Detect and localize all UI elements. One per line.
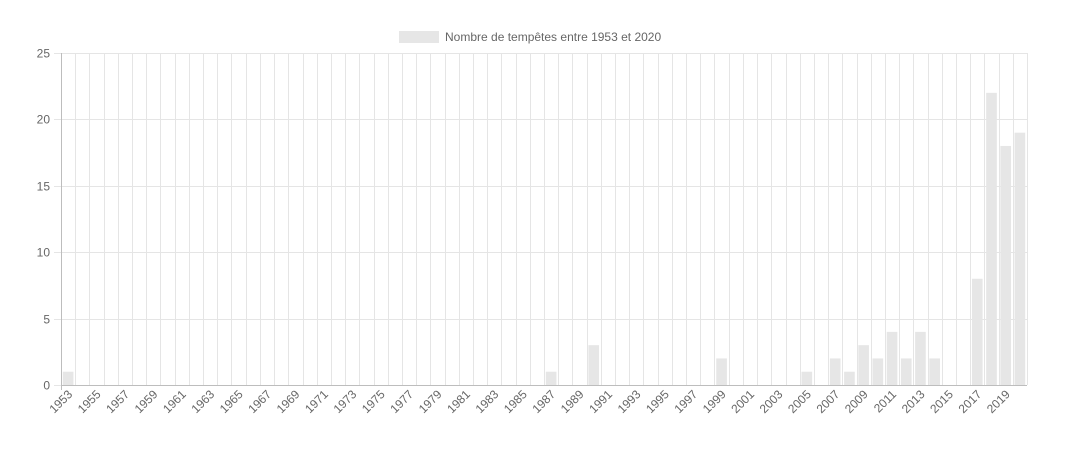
- grid: [61, 53, 1028, 386]
- bar-2017[interactable]: [971, 278, 983, 385]
- x-tick-label: 1955: [75, 387, 104, 416]
- legend[interactable]: Nombre de tempêtes entre 1953 et 2020: [399, 30, 661, 44]
- x-tick-label: 1979: [416, 387, 445, 416]
- x-tick-label: 1999: [700, 387, 729, 416]
- bar-1999[interactable]: [716, 358, 727, 385]
- legend-swatch: [399, 31, 439, 43]
- x-tick-label: 1973: [331, 387, 360, 416]
- bar-1987[interactable]: [545, 371, 557, 385]
- bar-2020[interactable]: [1014, 132, 1026, 385]
- x-tick-label: 2015: [927, 387, 956, 416]
- x-tick-label: 1983: [473, 387, 502, 416]
- x-tick-label: 1971: [302, 387, 331, 416]
- x-tick-label: 1995: [643, 387, 672, 416]
- x-tick-label: 1993: [615, 387, 644, 416]
- x-tick-label: 2003: [757, 387, 786, 416]
- bar-2014[interactable]: [929, 358, 940, 385]
- y-tick-label: 25: [37, 47, 51, 61]
- x-tick-label: 1997: [672, 387, 701, 416]
- x-tick-label: 1953: [46, 387, 75, 416]
- bar-2008[interactable]: [844, 371, 855, 385]
- x-tick-label: 1975: [359, 387, 388, 416]
- x-tick-label: 2005: [785, 387, 814, 416]
- legend-label: Nombre de tempêtes entre 1953 et 2020: [445, 30, 661, 44]
- x-tick-label: 1991: [586, 387, 615, 416]
- bar-2018[interactable]: [986, 92, 997, 385]
- x-tick-label: 1977: [387, 387, 416, 416]
- x-tick-label: 1987: [529, 387, 558, 416]
- x-tick-label: 1965: [217, 387, 246, 416]
- y-tick-label: 10: [37, 246, 51, 260]
- x-tick-label: 2011: [871, 387, 899, 415]
- bar-2013[interactable]: [915, 331, 926, 385]
- x-tick-label: 1957: [103, 387, 132, 416]
- bar-2010[interactable]: [872, 358, 884, 385]
- y-axis: 0 5 10 15 20 25: [37, 47, 62, 393]
- x-tick-label: 1985: [501, 387, 530, 416]
- x-tick-label: 2007: [814, 387, 843, 416]
- x-tick-label: 2019: [984, 387, 1013, 416]
- bar-2009[interactable]: [858, 345, 869, 385]
- y-tick-label: 15: [37, 180, 51, 194]
- bar-2011[interactable]: [886, 331, 898, 385]
- bar-2019[interactable]: [1000, 145, 1012, 385]
- x-tick-label: 1989: [558, 387, 587, 416]
- y-tick-label: 20: [37, 113, 51, 127]
- x-tick-label: 1961: [160, 387, 189, 416]
- x-tick-label: 1969: [274, 387, 303, 416]
- bar-1990[interactable]: [588, 345, 600, 385]
- x-tick-label: 1959: [132, 387, 161, 416]
- x-tick-label: 2001: [728, 387, 757, 416]
- bar-2012[interactable]: [900, 358, 912, 385]
- x-axis: 1953 1955 1957 1959 1961 1963 1965 1967 1969 1971…: [46, 385, 1027, 416]
- y-tick-label: 5: [43, 313, 50, 327]
- bar-2007[interactable]: [829, 358, 841, 385]
- x-tick-label: 2009: [842, 387, 871, 416]
- x-tick-label: 2017: [956, 387, 985, 416]
- x-tick-label: 2013: [899, 387, 928, 416]
- x-tick-label: 1967: [245, 387, 274, 416]
- x-tick-label: 1963: [189, 387, 218, 416]
- bar-1953[interactable]: [62, 371, 74, 385]
- y-tick-label: 0: [43, 379, 50, 393]
- bars: [62, 92, 1026, 385]
- x-tick-label: 1981: [444, 387, 473, 416]
- bar-2005[interactable]: [801, 371, 813, 385]
